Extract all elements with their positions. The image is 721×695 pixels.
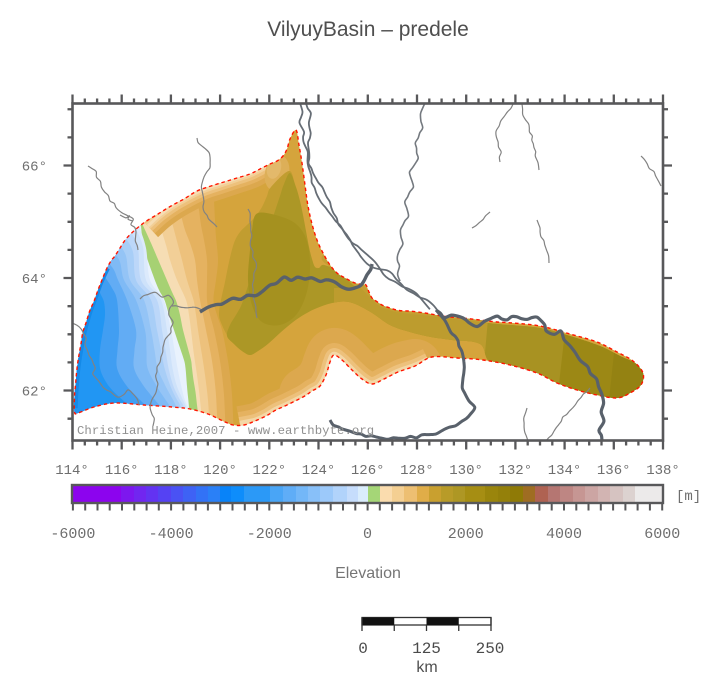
svg-text:0: 0 (363, 526, 372, 543)
svg-text:-4000: -4000 (149, 526, 194, 543)
svg-text:130°: 130° (449, 463, 483, 479)
svg-text:120°: 120° (203, 463, 237, 479)
svg-text:125: 125 (412, 640, 441, 658)
svg-text:118°: 118° (154, 463, 188, 479)
svg-text:[m]: [m] (676, 489, 701, 505)
svg-text:2000: 2000 (448, 526, 484, 543)
svg-text:km: km (416, 659, 437, 676)
svg-text:-6000: -6000 (50, 526, 95, 543)
svg-text:124°: 124° (302, 463, 336, 479)
svg-text:0: 0 (358, 640, 368, 658)
svg-text:116°: 116° (105, 463, 139, 479)
svg-text:Christian Heine,2007 - www.ear: Christian Heine,2007 - www.earthbyte.org (77, 424, 374, 438)
svg-text:132°: 132° (498, 463, 532, 479)
svg-text:122°: 122° (252, 463, 286, 479)
svg-text:-2000: -2000 (247, 526, 292, 543)
svg-text:250: 250 (476, 640, 505, 658)
svg-text:136°: 136° (597, 463, 631, 479)
svg-text:128°: 128° (400, 463, 434, 479)
svg-text:4000: 4000 (546, 526, 582, 543)
svg-text:134°: 134° (548, 463, 582, 479)
svg-text:64°: 64° (22, 272, 47, 288)
svg-text:6000: 6000 (644, 526, 680, 543)
svg-text:VilyuyBasin – predele: VilyuyBasin – predele (267, 18, 469, 41)
svg-text:66°: 66° (22, 160, 47, 176)
svg-text:126°: 126° (351, 463, 385, 479)
svg-text:62°: 62° (22, 385, 47, 401)
svg-text:Elevation: Elevation (335, 565, 401, 582)
svg-text:114°: 114° (55, 463, 89, 479)
svg-text:138°: 138° (646, 463, 680, 479)
